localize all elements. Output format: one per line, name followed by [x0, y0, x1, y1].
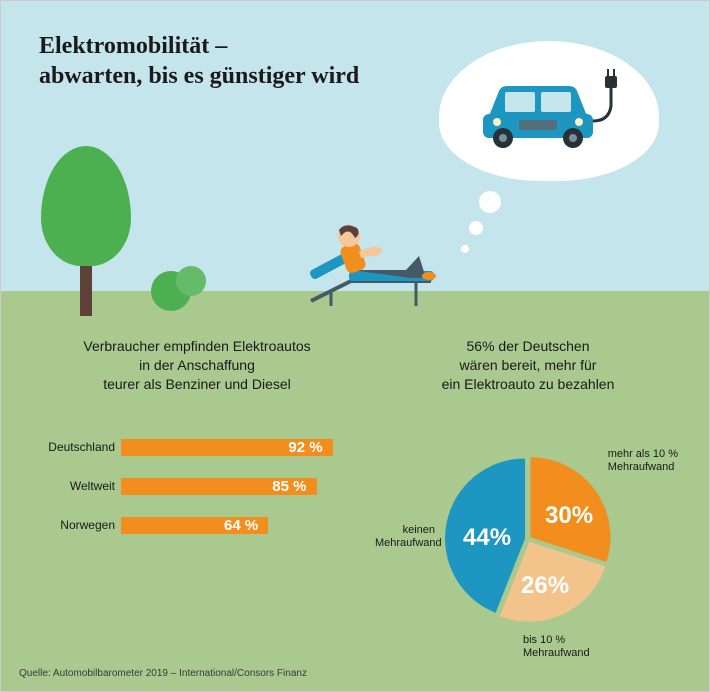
- pie-label-upto10: bis 10 %Mehraufwand: [523, 634, 590, 660]
- bubble-dot: [469, 221, 483, 235]
- pie-chart-heading: 56% der Deutschen wären bereit, mehr für…: [383, 337, 673, 394]
- pie-pct-1: 30%: [545, 502, 593, 530]
- bar-fill: 85 %: [121, 478, 317, 495]
- person-lounging-icon: [301, 216, 461, 306]
- bar-chart-section: Verbraucher empfinden Elektroautos in de…: [37, 337, 357, 556]
- bubble-dot: [461, 245, 469, 253]
- title-line-2: abwarten, bis es günstiger wird: [39, 63, 359, 89]
- pie-chart: keinenMehraufwand mehr als 10 %Mehraufwa…: [383, 424, 673, 664]
- thought-bubble: [439, 41, 659, 191]
- bar-row: Weltweit85 %: [37, 478, 357, 495]
- bar-chart: Deutschland92 % Weltweit85 % Norwegen64 %: [37, 439, 357, 534]
- pie-chart-section: 56% der Deutschen wären bereit, mehr für…: [383, 337, 673, 664]
- pie-pct-2: 26%: [521, 572, 569, 600]
- bubble-main: [439, 41, 659, 181]
- pie-pct-0: 44%: [463, 524, 511, 552]
- bar-chart-heading: Verbraucher empfinden Elektroautos in de…: [37, 337, 357, 394]
- bar-fill: 92 %: [121, 439, 333, 456]
- bush-icon: [151, 266, 206, 311]
- page-title: Elektromobilität – abwarten, bis es güns…: [39, 31, 359, 91]
- bar-row: Norwegen64 %: [37, 517, 357, 534]
- tree-icon: [41, 146, 131, 316]
- pie-label-more10: mehr als 10 %Mehraufwand: [608, 448, 678, 474]
- title-line-1: Elektromobilität –: [39, 33, 227, 59]
- source-text: Quelle: Automobilbarometer 2019 – Intern…: [19, 668, 307, 679]
- bar-label: Norwegen: [37, 518, 121, 532]
- bar-label: Deutschland: [37, 440, 121, 454]
- infographic-root: Elektromobilität – abwarten, bis es güns…: [0, 0, 710, 692]
- electric-car-icon: [469, 66, 629, 156]
- bar-label: Weltweit: [37, 479, 121, 493]
- bar-row: Deutschland92 %: [37, 439, 357, 456]
- bubble-dot: [479, 191, 501, 213]
- bar-fill: 64 %: [121, 517, 268, 534]
- pie-label-none: keinenMehraufwand: [375, 524, 435, 550]
